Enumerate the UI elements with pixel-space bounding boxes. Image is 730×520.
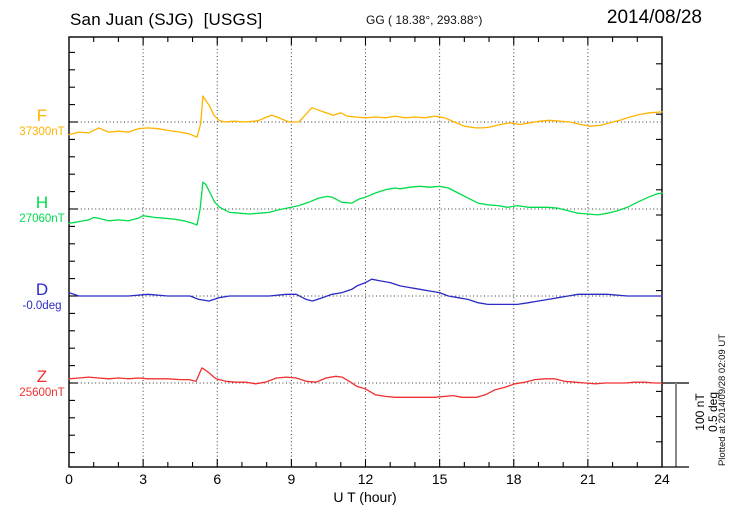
- x-tick-label-6: 6: [213, 471, 222, 487]
- x-axis-label: U T (hour): [333, 489, 397, 505]
- channel-label-F: F: [36, 106, 48, 125]
- channel-label-D: D: [35, 280, 49, 299]
- x-tick-label-12: 12: [357, 471, 374, 487]
- channel-label-H: H: [35, 193, 49, 212]
- channel-label-Z: Z: [36, 367, 48, 386]
- channel-baseline-value-D: -0.0deg: [22, 300, 62, 312]
- trace-H: [68, 181, 663, 226]
- channel-baseline-value-F: 37300nT: [19, 126, 65, 138]
- x-tick-label-24: 24: [654, 471, 670, 487]
- x-tick-label-0: 0: [65, 471, 73, 487]
- x-tick-label-18: 18: [505, 471, 522, 487]
- x-tick-label-3: 3: [139, 471, 148, 487]
- plotted-timestamp: Plotted at 2014/09/28 02:09 UT: [717, 333, 728, 467]
- channel-baseline-value-H: 27060nT: [19, 213, 65, 225]
- channel-baseline-value-Z: 25600nT: [19, 387, 65, 399]
- x-tick-label-9: 9: [287, 471, 296, 487]
- trace-Z: [68, 367, 663, 398]
- geographic-coords: GG ( 18.38°, 293.88°): [366, 13, 483, 27]
- x-tick-label-21: 21: [580, 471, 596, 487]
- x-tick-label-15: 15: [431, 471, 448, 487]
- station-title: San Juan (SJG) [USGS]: [70, 10, 263, 29]
- trace-D: [68, 278, 663, 306]
- plot-date: 2014/08/28: [606, 7, 702, 28]
- trace-F: [68, 95, 663, 138]
